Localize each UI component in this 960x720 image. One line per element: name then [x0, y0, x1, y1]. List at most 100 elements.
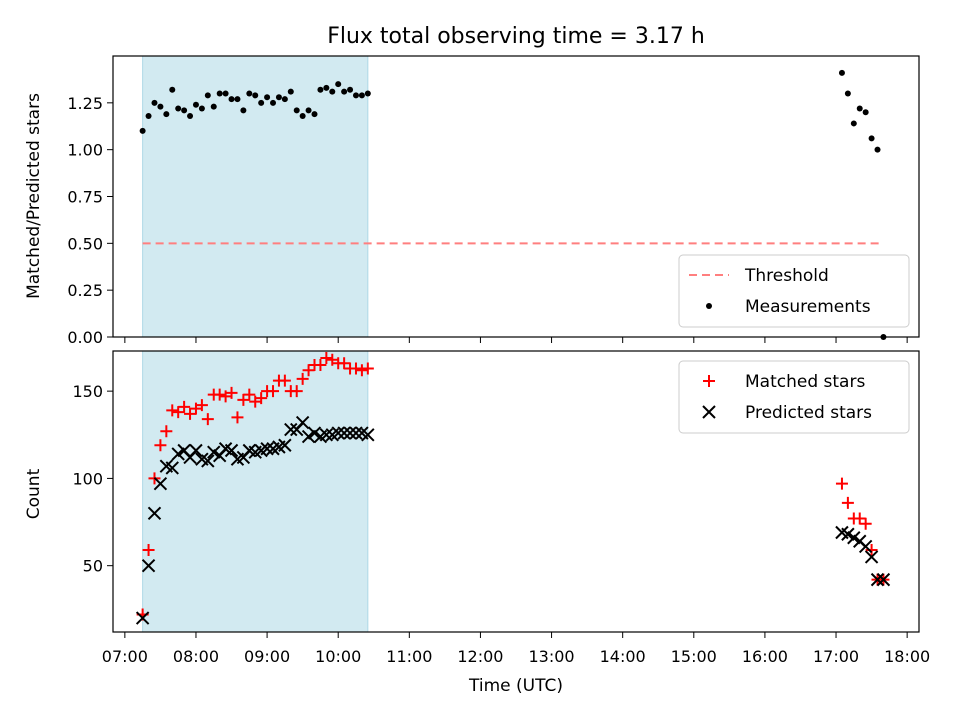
y-tick-label: 1.25	[67, 94, 103, 113]
data-point	[859, 517, 872, 530]
data-point	[349, 362, 362, 375]
data-point	[135, 611, 150, 625]
data-point	[311, 111, 318, 118]
x-tick-label: 10:00	[315, 647, 361, 666]
bottom-y-axis-label: Count	[24, 468, 44, 519]
data-point	[337, 426, 351, 440]
data-point	[255, 392, 268, 405]
data-point	[838, 69, 845, 76]
x-tick-label: 09:00	[244, 647, 290, 666]
data-point	[216, 90, 223, 97]
data-point	[222, 90, 229, 97]
data-point	[145, 112, 152, 119]
data-point	[844, 90, 851, 97]
data-point	[166, 404, 179, 417]
data-point	[264, 94, 271, 101]
legend-label: Matched stars	[745, 372, 865, 392]
shaded-interval	[142, 55, 369, 338]
data-point	[204, 92, 211, 99]
x-tick-label: 14:00	[600, 647, 646, 666]
data-point	[252, 92, 259, 99]
data-point	[275, 94, 282, 101]
chart-title: Flux total observing time = 3.17 h	[327, 24, 705, 49]
x-tick-label: 16:00	[742, 647, 788, 666]
data-point	[862, 109, 869, 116]
y-tick-label: 50	[83, 557, 103, 576]
data-point	[287, 88, 294, 95]
data-point	[171, 447, 185, 461]
data-point	[323, 84, 330, 91]
data-point	[864, 550, 879, 564]
legend-label: Predicted stars	[745, 403, 872, 423]
data-point	[224, 443, 239, 458]
data-point	[278, 438, 292, 452]
data-point	[320, 351, 333, 364]
data-point	[352, 92, 359, 99]
data-point	[293, 107, 300, 114]
legend-label: Threshold	[744, 266, 829, 286]
y-tick-label: 150	[72, 382, 103, 401]
data-point	[240, 107, 247, 114]
data-point	[184, 407, 197, 420]
data-point	[154, 439, 167, 452]
data-point	[314, 358, 327, 371]
data-point	[349, 426, 363, 440]
data-point	[147, 506, 162, 521]
data-point	[175, 105, 182, 112]
data-point	[361, 428, 375, 442]
data-point	[231, 411, 244, 424]
data-point	[856, 105, 863, 112]
data-point	[210, 103, 217, 110]
data-point	[267, 385, 280, 398]
data-point	[169, 86, 176, 93]
data-point	[319, 428, 334, 442]
data-point	[850, 120, 857, 127]
x-tick-label: 11:00	[386, 647, 432, 666]
data-point	[163, 111, 170, 118]
data-point	[165, 461, 179, 475]
x-tick-label: 07:00	[102, 647, 148, 666]
data-point	[835, 477, 848, 490]
x-tick-label: 18:00	[884, 647, 930, 666]
panel-count: 50 100 150 07:00 08:00 09:00 10:00 11:00 12:00 13…	[72, 350, 930, 666]
legend-marker	[706, 303, 712, 309]
data-point	[153, 476, 168, 491]
data-point	[201, 454, 215, 468]
data-point	[243, 388, 256, 401]
data-point	[172, 406, 185, 419]
legend: Matched stars Predicted stars	[678, 360, 910, 434]
x-tick-label: 08:00	[173, 647, 219, 666]
data-point	[301, 429, 316, 444]
data-point	[331, 426, 345, 440]
data-point	[178, 400, 191, 413]
y-tick-label: 1.00	[67, 141, 103, 160]
x-tick-label: 15:00	[671, 647, 717, 666]
data-point	[295, 415, 310, 430]
x-tick-label: 13:00	[529, 647, 575, 666]
data-point	[228, 96, 235, 103]
data-point	[853, 512, 866, 525]
data-point	[151, 99, 158, 106]
data-point	[841, 527, 855, 541]
data-point	[160, 425, 173, 438]
data-point	[290, 385, 303, 398]
data-point	[192, 101, 199, 108]
plot-layer: 0.00 0.25 0.50 0.75 1.00 1.25 Threshold Measure…	[67, 55, 930, 666]
x-axis-label: Time (UTC)	[468, 676, 563, 696]
data-point	[278, 374, 291, 387]
data-point	[841, 496, 854, 509]
data-point	[299, 112, 306, 119]
data-point	[341, 88, 348, 95]
data-point	[329, 88, 336, 95]
data-point	[258, 99, 265, 106]
top-y-axis-label: Matched/Predicted stars	[24, 93, 44, 299]
data-point	[858, 539, 873, 554]
data-point	[361, 362, 374, 375]
data-point	[338, 357, 351, 370]
y-tick-label: 0.25	[67, 281, 103, 300]
legend-marker	[702, 405, 716, 419]
x-tick-label: 17:00	[813, 647, 859, 666]
axes-frame	[112, 350, 920, 633]
legend: Threshold Measurements	[678, 254, 910, 328]
